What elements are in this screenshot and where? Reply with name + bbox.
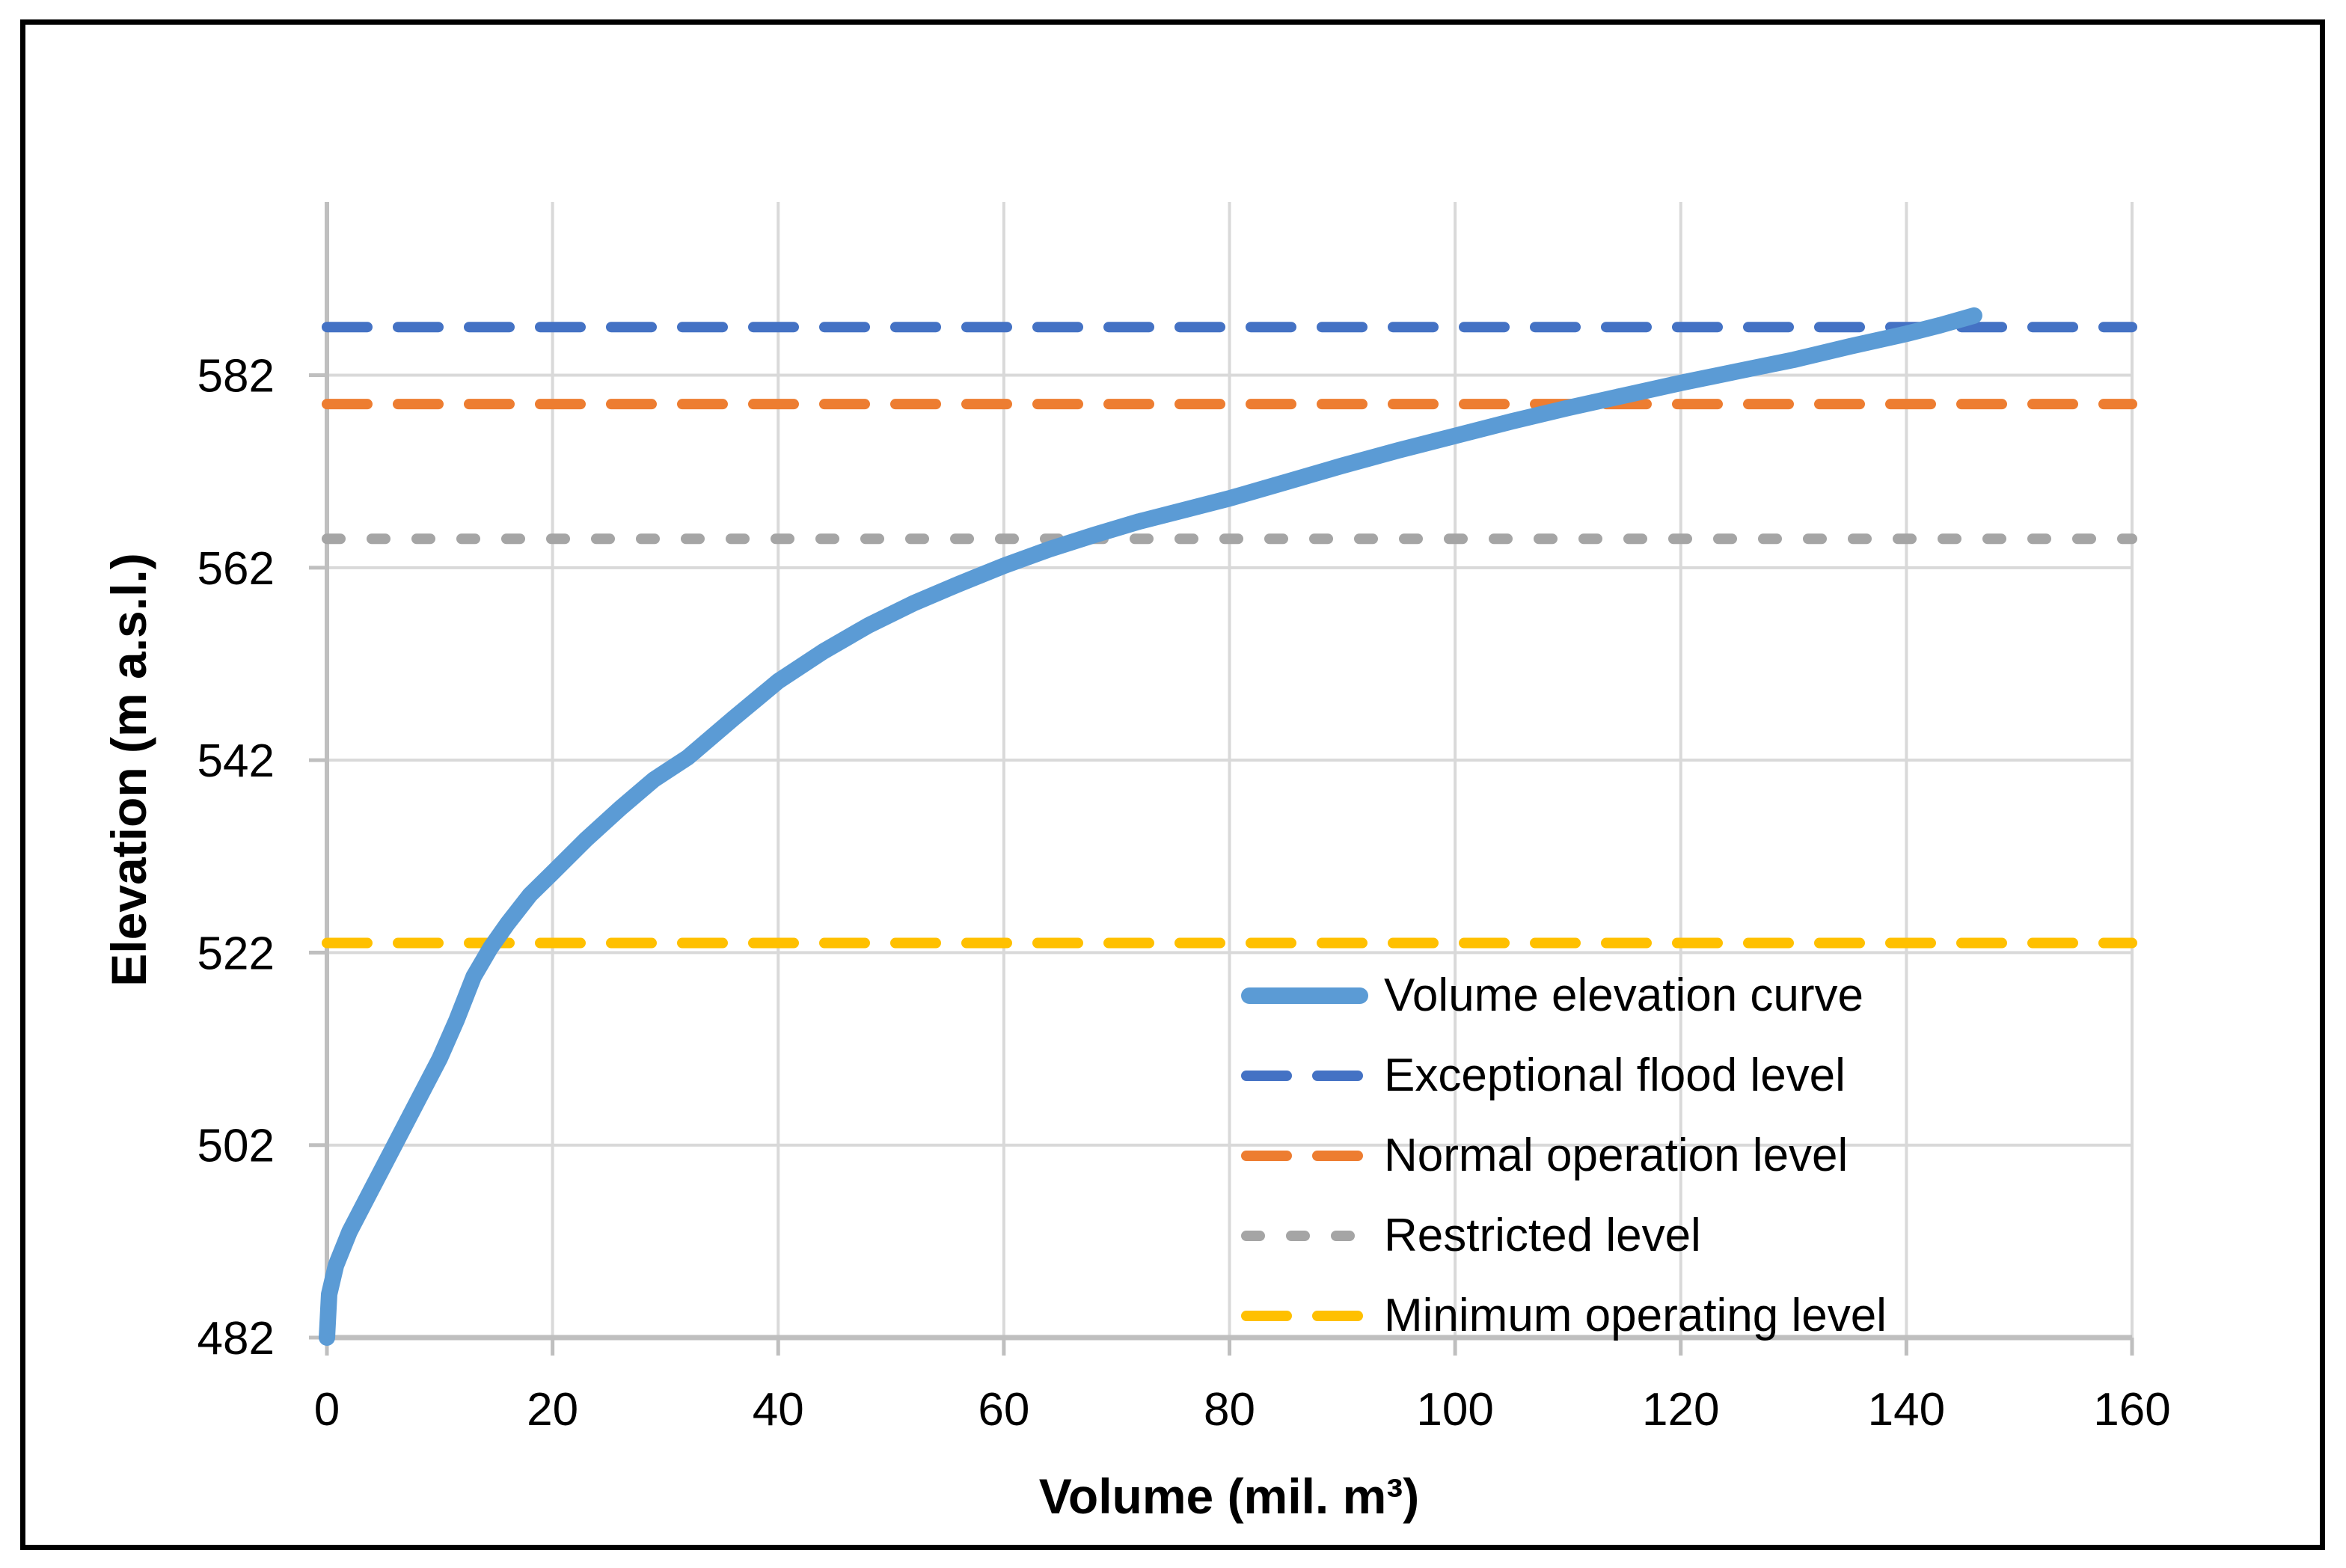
x-axis-title: Volume (mil. m³) xyxy=(1038,1469,1420,1524)
y-axis-title: Elevation (m a.s.l.) xyxy=(101,553,156,987)
legend-item: Normal operation level xyxy=(1240,1115,1887,1195)
y-axis-tick-label: 562 xyxy=(197,543,275,595)
y-axis-tick-label: 482 xyxy=(197,1313,275,1365)
legend-label: Exceptional flood level xyxy=(1384,1049,1846,1101)
y-axis-tick-label: 582 xyxy=(197,351,275,402)
x-axis-tick-label: 20 xyxy=(527,1384,578,1436)
legend-label: Volume elevation curve xyxy=(1384,969,1864,1021)
x-axis-tick-label: 120 xyxy=(1642,1384,1719,1436)
x-axis-tick-label: 140 xyxy=(1868,1384,1945,1436)
x-axis-tick-label: 160 xyxy=(2093,1384,2170,1436)
legend-label: Restricted level xyxy=(1384,1209,1701,1261)
legend-label: Normal operation level xyxy=(1384,1129,1849,1181)
y-axis-tick-label: 542 xyxy=(197,735,275,787)
legend-item: Volume elevation curve xyxy=(1240,955,1887,1035)
legend-item: Restricted level xyxy=(1240,1195,1887,1275)
x-axis-tick-label: 40 xyxy=(753,1384,804,1436)
chart-border-frame xyxy=(20,19,2325,1550)
dashed-line-swatch-icon xyxy=(1241,1150,1369,1161)
y-axis-tick-label: 522 xyxy=(197,928,275,979)
volume-elevation-curve-line xyxy=(319,307,1982,1346)
dashed-line-swatch-icon xyxy=(1241,1070,1369,1081)
x-axis-tick-label: 0 xyxy=(314,1384,340,1436)
dashed-line-swatch-icon xyxy=(1241,1310,1369,1321)
dashed-line-swatch-icon xyxy=(1241,1230,1369,1241)
y-axis-tick-label: 502 xyxy=(197,1121,275,1172)
legend-item: Minimum operating level xyxy=(1240,1275,1887,1356)
legend-item: Exceptional flood level xyxy=(1240,1035,1887,1115)
x-axis-tick-label: 80 xyxy=(1204,1384,1255,1436)
solid-line-swatch-icon xyxy=(1241,987,1368,1004)
x-axis-tick-label: 100 xyxy=(1416,1384,1493,1436)
x-axis-tick-label: 60 xyxy=(978,1384,1029,1436)
legend-label: Minimum operating level xyxy=(1384,1289,1887,1341)
legend: Volume elevation curve Exceptional flood … xyxy=(1240,955,1887,1356)
